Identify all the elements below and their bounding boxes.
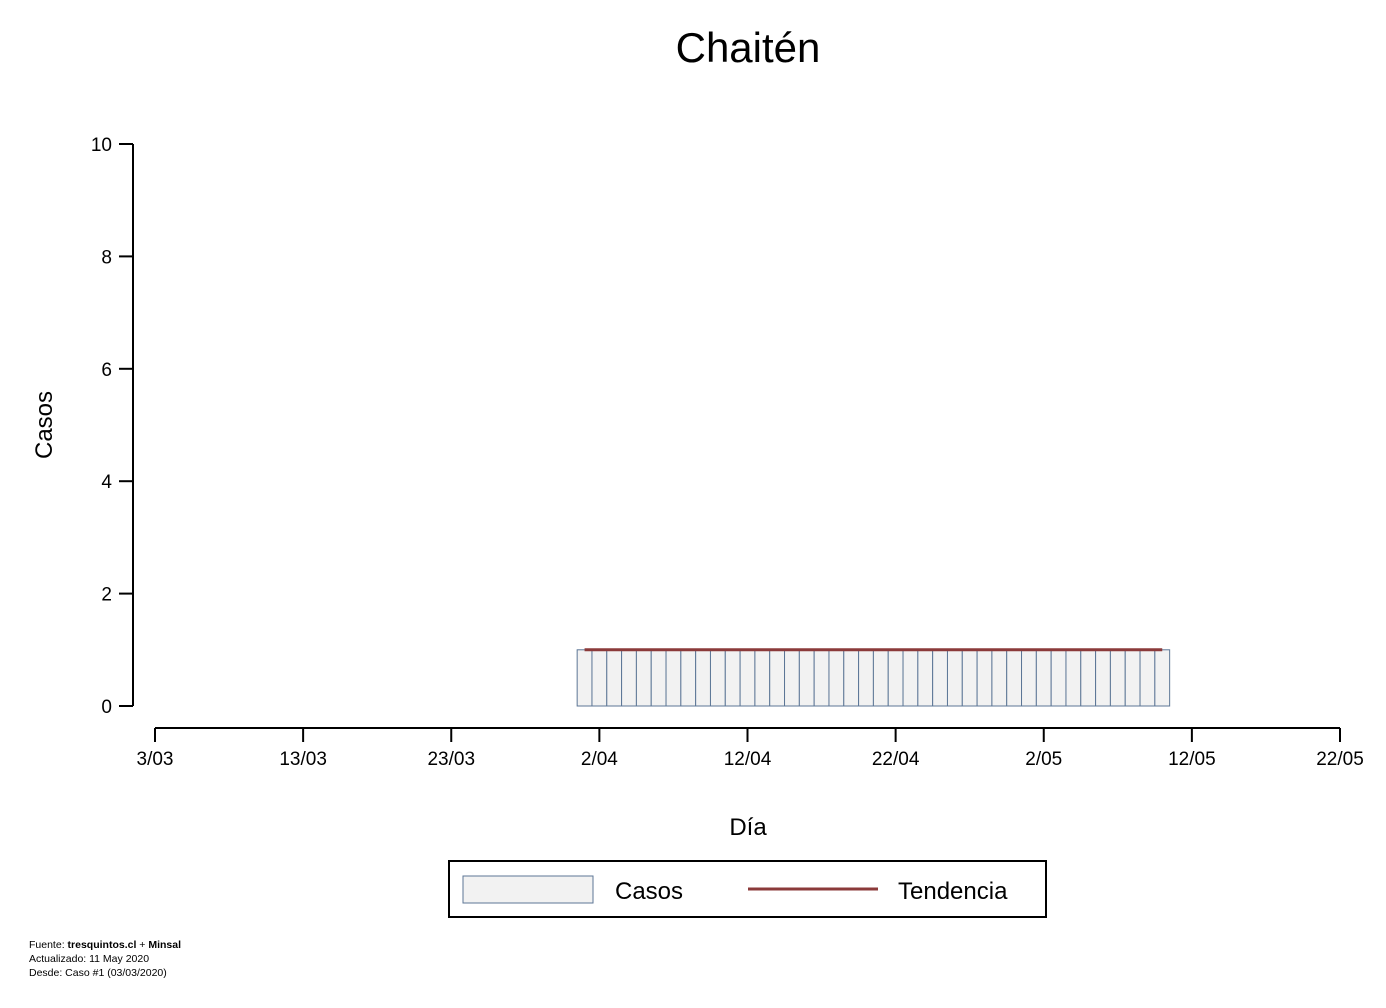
bar — [635, 649, 652, 707]
bar — [946, 649, 963, 707]
x-tick-label: 12/05 — [1168, 749, 1216, 770]
bar — [976, 649, 993, 707]
footer-source-site: tresquintos.cl — [67, 939, 137, 951]
bar — [769, 649, 786, 707]
y-axis-label: Casos — [31, 391, 58, 459]
footer: Fuente: tresquintos.cl + Minsal Actualiz… — [29, 938, 181, 980]
x-tick-label: 23/03 — [427, 749, 475, 770]
footer-source-prefix: Fuente: — [29, 939, 68, 951]
bar — [665, 649, 682, 707]
bar — [858, 649, 874, 707]
bar — [591, 649, 608, 707]
bar — [932, 649, 948, 707]
chart-title: Chaitén — [676, 24, 821, 71]
x-tick-label: 22/04 — [872, 749, 920, 770]
bar — [872, 649, 889, 707]
bar — [887, 649, 904, 707]
bar — [991, 649, 1008, 707]
bar — [606, 649, 623, 707]
footer-since: Desde: Caso #1 (03/03/2020) — [29, 967, 167, 979]
bar — [695, 649, 711, 707]
bar — [724, 649, 741, 707]
y-tick-label: 6 — [101, 360, 112, 381]
bar — [621, 649, 637, 707]
y-ticks: 0 2 4 6 8 10 — [91, 135, 133, 718]
bar — [1095, 649, 1111, 707]
bar — [798, 649, 815, 707]
bar — [1154, 649, 1171, 707]
x-tick-label: 3/03 — [137, 749, 174, 770]
x-tick-label: 13/03 — [279, 749, 327, 770]
bar — [1124, 649, 1141, 707]
bar — [1035, 649, 1052, 707]
bar — [1080, 649, 1097, 707]
legend: Casos Tendencia — [448, 860, 1047, 918]
y-tick-label: 4 — [101, 472, 112, 493]
y-tick-label: 2 — [101, 585, 112, 606]
bar — [576, 649, 593, 707]
bar — [680, 649, 697, 707]
bar — [739, 649, 756, 707]
bar — [754, 649, 771, 707]
bar — [843, 649, 860, 707]
bar — [1139, 649, 1156, 707]
bar — [813, 649, 830, 707]
legend-box — [448, 860, 1047, 918]
footer-source-org: Minsal — [148, 939, 182, 951]
footer-updated: Actualizado: 11 May 2020 — [29, 953, 150, 965]
y-tick-label: 0 — [101, 697, 112, 718]
bar — [709, 649, 726, 707]
bars — [576, 649, 1171, 707]
x-ticks: 3/03 13/03 23/03 2/04 12/04 22/04 2/05 12/05 22/… — [137, 728, 1364, 770]
legend-swatch-casos — [462, 875, 594, 904]
bar — [917, 649, 934, 707]
x-tick-label: 12/04 — [724, 749, 772, 770]
x-tick-label: 22/05 — [1316, 749, 1364, 770]
x-tick-label: 2/04 — [581, 749, 618, 770]
bar — [784, 649, 800, 707]
bar — [902, 649, 919, 707]
footer-source: Fuente: tresquintos.cl + Minsal — [29, 938, 181, 952]
footer-source-sep: + — [136, 939, 149, 951]
y-tick-label: 10 — [91, 135, 112, 156]
bar — [1006, 649, 1023, 707]
bar — [1109, 649, 1126, 707]
bar — [828, 649, 845, 707]
x-tick-label: 2/05 — [1025, 749, 1062, 770]
legend-label-casos: Casos — [615, 878, 683, 905]
bar — [650, 649, 667, 707]
bar — [1065, 649, 1082, 707]
x-axis-label: Día — [729, 814, 767, 841]
bar — [961, 649, 978, 707]
bar — [1021, 649, 1037, 707]
y-tick-label: 8 — [101, 247, 112, 268]
legend-label-tendencia: Tendencia — [898, 878, 1008, 905]
bar — [1050, 649, 1067, 707]
